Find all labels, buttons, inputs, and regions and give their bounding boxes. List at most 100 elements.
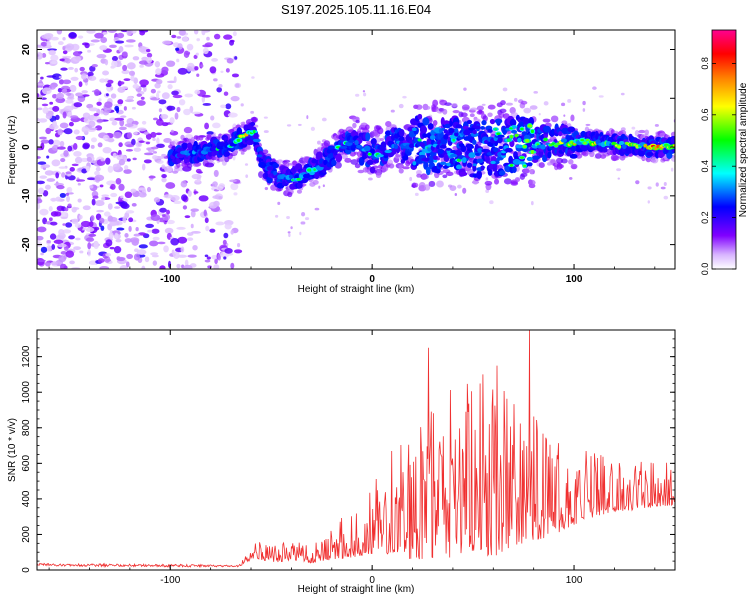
heatmap-cell [130,188,137,193]
heatmap-cell [533,91,538,94]
heatmap-cell [547,151,552,159]
heatmap-cell [87,242,92,250]
heatmap-cell [304,217,310,221]
heatmap-cell [521,131,528,136]
heatmap-cell [61,88,67,94]
heatmap-cell [41,87,52,95]
heatmap-cell [110,93,117,99]
heatmap-cell [220,104,226,109]
heatmap-cell [494,118,503,124]
heatmap-cell [477,147,483,153]
heatmap-cell [94,226,100,231]
heatmap-cell [194,89,201,95]
heatmap-cell [112,131,122,139]
heatmap-cell [344,157,352,161]
heatmap-cell [213,33,221,40]
heatmap-cell [69,167,75,172]
heatmap-cell [216,87,222,93]
heatmap-cell [643,144,647,148]
heatmap-cell [65,171,72,175]
heatmap-cell [666,152,673,160]
heatmap-cell [355,119,360,124]
heatmap-cell [118,183,125,191]
heatmap-cell [567,99,572,103]
heatmap-cell [660,186,666,190]
heatmap-cell [481,103,486,106]
spectrogram-y-tick-label: -10 [21,188,32,203]
heatmap-cell [616,168,621,172]
heatmap-cell [568,159,574,165]
heatmap-cell [461,104,470,111]
heatmap-cell [130,75,135,82]
heatmap-cell [66,186,73,193]
heatmap-cell [209,228,216,233]
heatmap-cell [46,245,52,252]
heatmap-cell [532,155,541,160]
heatmap-cell [67,145,73,152]
heatmap-cell [538,149,544,158]
heatmap-cell [115,239,122,243]
heatmap-cell [620,92,625,96]
heatmap-cell [273,170,278,176]
heatmap-cell [631,126,636,130]
heatmap-cell [146,186,152,193]
heatmap-cell [60,67,68,71]
heatmap-cell [490,160,496,165]
heatmap-cell [554,144,559,147]
heatmap-cell [558,131,563,137]
heatmap-cell [191,230,201,234]
heatmap-cell [125,39,136,43]
heatmap-cell [226,57,234,64]
heatmap-cell [172,170,179,174]
heatmap-cell [530,200,534,206]
heatmap-cell [186,237,194,241]
heatmap-cell [561,102,566,107]
heatmap-cell [341,154,348,160]
heatmap-cell [202,103,212,106]
heatmap-cell [209,66,217,74]
heatmap-cell [148,175,156,179]
heatmap-cell [48,139,54,145]
heatmap-cell [37,107,43,111]
heatmap-cell [157,241,166,245]
heatmap-cell [314,207,320,211]
colorbar-gradient [712,30,736,269]
heatmap-cell [213,264,220,269]
heatmap-cell [469,113,475,118]
heatmap-cell [163,245,169,253]
heatmap-cell [138,30,149,33]
heatmap-cell [37,226,47,233]
heatmap-cell [506,138,511,143]
heatmap-cell [57,128,63,136]
heatmap-cell [147,229,153,233]
heatmap-cell [69,260,75,265]
heatmap-cell [77,95,86,103]
heatmap-cell [108,216,118,222]
heatmap-cell [63,105,74,112]
heatmap-cell [145,133,152,140]
heatmap-cell [115,40,125,44]
colorbar-ticks: 0.0 0.2 0.4 0.6 0.8 [700,57,736,275]
heatmap-cell [216,146,224,150]
heatmap-cell [223,256,227,260]
heatmap-cell [236,138,241,142]
heatmap-cell [52,105,60,112]
heatmap-cell [153,117,158,121]
heatmap-cell [92,195,99,199]
heatmap-cell [354,163,361,169]
heatmap-cell [670,136,675,146]
heatmap-cell [128,217,134,223]
heatmap-cell [472,163,477,167]
heatmap-cell [195,135,200,141]
heatmap-cell [452,138,455,142]
heatmap-cell [59,140,65,147]
heatmap-cell [94,170,100,176]
heatmap-cell [621,143,627,149]
heatmap-cell [132,157,137,161]
heatmap-cell [355,93,360,97]
heatmap-cell [496,132,501,136]
heatmap-cell [51,159,61,167]
heatmap-cell [184,93,194,98]
heatmap-cell [523,107,532,114]
spectrogram-y-ticks: 20 10 0 -10 -20 [21,44,675,270]
